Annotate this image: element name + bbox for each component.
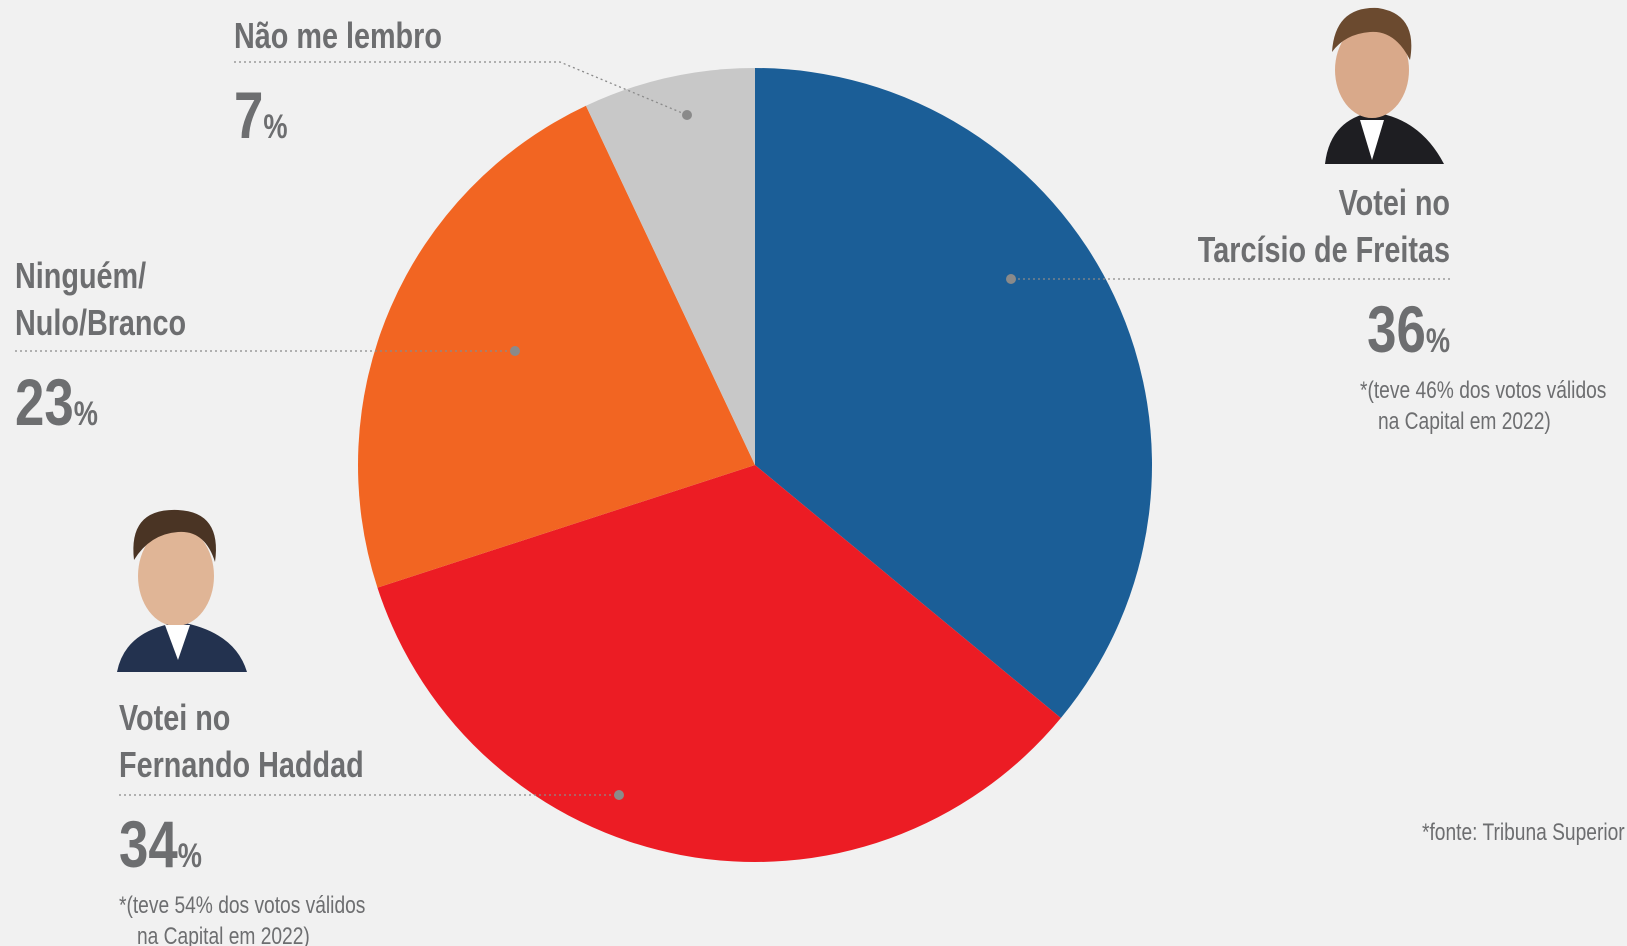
label-group: Tarcísio de Freitas	[1198, 229, 1450, 270]
category-label: Votei no	[1339, 182, 1450, 223]
leader-dot	[682, 110, 692, 120]
category-label: Tarcísio de Freitas	[1198, 229, 1450, 270]
label-group: Não me lembro	[234, 15, 442, 56]
label-group: Votei no	[1339, 182, 1450, 223]
label-group: Fernando Haddad	[119, 744, 364, 785]
pie-slice	[755, 68, 1152, 719]
annotation: *(teve 54% dos votos válidos	[119, 891, 365, 919]
portrait-tarcisio	[1322, 4, 1444, 164]
value-label: 23%	[15, 365, 98, 439]
leader-dot	[510, 346, 520, 356]
value-label: 36%	[1367, 292, 1450, 366]
label-group: 34%	[119, 807, 202, 881]
category-label: Não me lembro	[234, 15, 442, 56]
leader-line	[234, 61, 688, 116]
label-group: Votei no	[119, 697, 230, 738]
label-group: 7%	[234, 78, 288, 152]
pie	[358, 68, 1152, 862]
value-label: 34%	[119, 807, 202, 881]
pie-slice	[358, 105, 755, 588]
label-group: 23%	[15, 365, 98, 439]
portrait-haddad	[117, 509, 247, 672]
category-label: Ninguém/	[15, 255, 146, 296]
label-group: *(teve 46% dos votos válidos	[1360, 376, 1606, 404]
labels: Votei no Tarcísio de Freitas 36% *(teve 46%…	[15, 15, 1606, 946]
category-label: Fernando Haddad	[119, 744, 364, 785]
label-group: na Capital em 2022)	[137, 922, 310, 946]
annotation: na Capital em 2022)	[137, 922, 310, 946]
label-group: na Capital em 2022)	[1378, 407, 1551, 435]
leader-dot	[1006, 274, 1016, 284]
label-group: *(teve 54% dos votos válidos	[119, 891, 365, 919]
source: *fonte: Tribuna Superior	[1422, 818, 1625, 846]
annotation: na Capital em 2022)	[1378, 407, 1551, 435]
annotation: *(teve 46% dos votos válidos	[1360, 376, 1606, 404]
category-label: Nulo/Branco	[15, 302, 186, 343]
pie-slice	[585, 68, 755, 465]
label-group: Ninguém/	[15, 255, 146, 296]
pie-slice	[377, 465, 1061, 862]
value-label: 7%	[234, 78, 288, 152]
label-group: 36%	[1367, 292, 1450, 366]
leader-dot	[614, 790, 624, 800]
category-label: Votei no	[119, 697, 230, 738]
label-group: Nulo/Branco	[15, 302, 186, 343]
